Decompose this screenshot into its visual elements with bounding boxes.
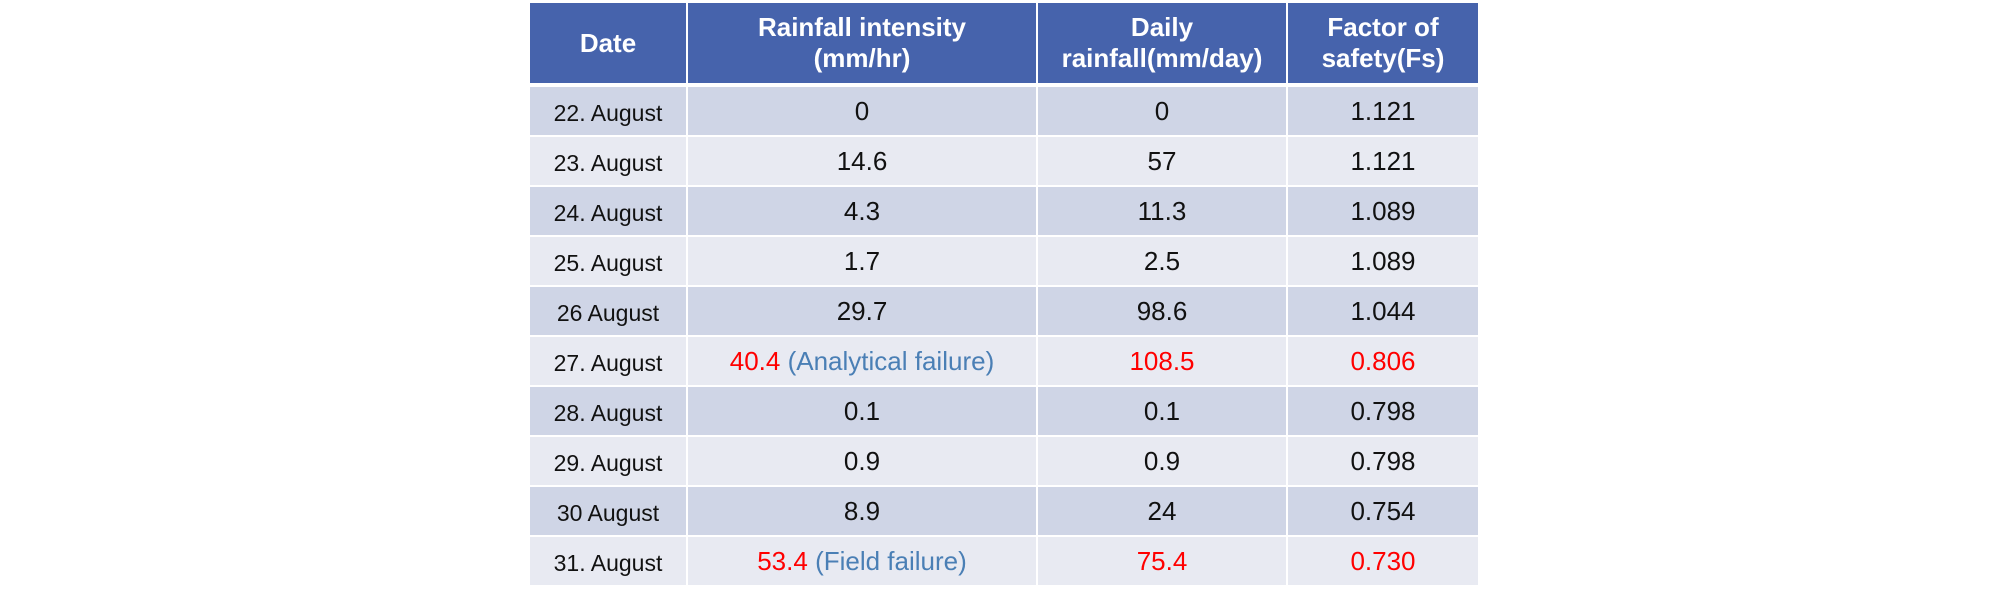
daily-rainfall-cell: 108.5 bbox=[1038, 337, 1288, 387]
daily-rainfall-cell: 57 bbox=[1038, 137, 1288, 187]
rainfall-intensity-value: 14.6 bbox=[836, 145, 888, 176]
header-rainfall-intensity: Rainfall intensity (mm/hr) bbox=[688, 3, 1038, 87]
header-text: Daily bbox=[1130, 12, 1194, 42]
date-cell: 24. August bbox=[530, 187, 688, 237]
table-body: 22. August 0 0 1.121 23. August 14.6 57 1.121 24… bbox=[530, 87, 1478, 587]
table-row: 27. August 40.4 (Analytical failure) 108.5… bbox=[530, 337, 1478, 387]
header-daily-rainfall: Daily rainfall(mm/day) bbox=[1038, 3, 1288, 87]
header-text: Date bbox=[579, 27, 637, 58]
factor-of-safety-cell: 0.798 bbox=[1288, 387, 1478, 437]
rainfall-intensity-value: 1.7 bbox=[843, 245, 881, 276]
daily-rainfall-cell: 0 bbox=[1038, 87, 1288, 137]
daily-rainfall-cell: 75.4 bbox=[1038, 537, 1288, 587]
rainfall-intensity-cell: 40.4 (Analytical failure) bbox=[688, 337, 1038, 387]
rainfall-intensity-value: 0 bbox=[854, 95, 870, 126]
table-row: 31. August 53.4 (Field failure) 75.4 0.730 bbox=[530, 537, 1478, 587]
header-text: rainfall(mm/day) bbox=[1061, 43, 1263, 73]
table-row: 23. August 14.6 57 1.121 bbox=[530, 137, 1478, 187]
rainfall-intensity-cell: 0.1 bbox=[688, 387, 1038, 437]
table-row: 26 August 29.7 98.6 1.044 bbox=[530, 287, 1478, 337]
rainfall-intensity-cell: 4.3 bbox=[688, 187, 1038, 237]
factor-of-safety-cell: 1.044 bbox=[1288, 287, 1478, 337]
header-text: (mm/hr) bbox=[813, 43, 911, 73]
date-cell: 27. August bbox=[530, 337, 688, 387]
rainfall-intensity-cell: 1.7 bbox=[688, 237, 1038, 287]
rainfall-intensity-cell: 0 bbox=[688, 87, 1038, 137]
factor-of-safety-cell: 0.798 bbox=[1288, 437, 1478, 487]
rainfall-intensity-value: 4.3 bbox=[843, 195, 881, 226]
daily-rainfall-cell: 98.6 bbox=[1038, 287, 1288, 337]
date-cell: 29. August bbox=[530, 437, 688, 487]
table-row: 30 August 8.9 24 0.754 bbox=[530, 487, 1478, 537]
table-row: 25. August 1.7 2.5 1.089 bbox=[530, 237, 1478, 287]
factor-of-safety-cell: 1.121 bbox=[1288, 137, 1478, 187]
date-cell: 30 August bbox=[530, 487, 688, 537]
daily-rainfall-cell: 0.1 bbox=[1038, 387, 1288, 437]
factor-of-safety-cell: 1.089 bbox=[1288, 237, 1478, 287]
header-text: Factor of bbox=[1327, 12, 1439, 42]
rainfall-intensity-value: 0.1 bbox=[843, 395, 881, 426]
factor-of-safety-cell: 0.730 bbox=[1288, 537, 1478, 587]
rainfall-intensity-cell: 14.6 bbox=[688, 137, 1038, 187]
header-text: safety(Fs) bbox=[1321, 43, 1445, 73]
factor-of-safety-cell: 1.089 bbox=[1288, 187, 1478, 237]
failure-note: (Analytical failure) bbox=[787, 345, 995, 376]
rainfall-safety-table: Date Rainfall intensity (mm/hr) Daily rainfa… bbox=[530, 3, 1478, 587]
header-date: Date bbox=[530, 3, 688, 87]
rainfall-intensity-value: 53.4 bbox=[757, 545, 808, 576]
table-row: 22. August 0 0 1.121 bbox=[530, 87, 1478, 137]
rainfall-intensity-value: 8.9 bbox=[843, 495, 881, 526]
table-row: 28. August 0.1 0.1 0.798 bbox=[530, 387, 1478, 437]
factor-of-safety-cell: 0.806 bbox=[1288, 337, 1478, 387]
daily-rainfall-cell: 0.9 bbox=[1038, 437, 1288, 487]
header-row: Date Rainfall intensity (mm/hr) Daily rainfa… bbox=[530, 3, 1478, 87]
rainfall-intensity-value: 29.7 bbox=[836, 295, 888, 326]
rainfall-intensity-cell: 29.7 bbox=[688, 287, 1038, 337]
rainfall-intensity-value: 0.9 bbox=[843, 445, 881, 476]
daily-rainfall-cell: 2.5 bbox=[1038, 237, 1288, 287]
date-cell: 22. August bbox=[530, 87, 688, 137]
rainfall-intensity-value: 40.4 bbox=[729, 345, 781, 376]
table-row: 24. August 4.3 11.3 1.089 bbox=[530, 187, 1478, 237]
daily-rainfall-cell: 24 bbox=[1038, 487, 1288, 537]
date-cell: 26 August bbox=[530, 287, 688, 337]
rainfall-intensity-cell: 53.4 (Field failure) bbox=[688, 537, 1038, 587]
table-header: Date Rainfall intensity (mm/hr) Daily rainfa… bbox=[530, 3, 1478, 87]
date-cell: 28. August bbox=[530, 387, 688, 437]
table-row: 29. August 0.9 0.9 0.798 bbox=[530, 437, 1478, 487]
header-factor-of-safety: Factor of safety(Fs) bbox=[1288, 3, 1478, 87]
failure-note: (Field failure) bbox=[815, 545, 967, 576]
factor-of-safety-cell: 1.121 bbox=[1288, 87, 1478, 137]
rainfall-intensity-cell: 0.9 bbox=[688, 437, 1038, 487]
daily-rainfall-cell: 11.3 bbox=[1038, 187, 1288, 237]
date-cell: 23. August bbox=[530, 137, 688, 187]
rainfall-intensity-cell: 8.9 bbox=[688, 487, 1038, 537]
factor-of-safety-cell: 0.754 bbox=[1288, 487, 1478, 537]
header-text: Rainfall intensity bbox=[757, 12, 967, 42]
date-cell: 31. August bbox=[530, 537, 688, 587]
date-cell: 25. August bbox=[530, 237, 688, 287]
